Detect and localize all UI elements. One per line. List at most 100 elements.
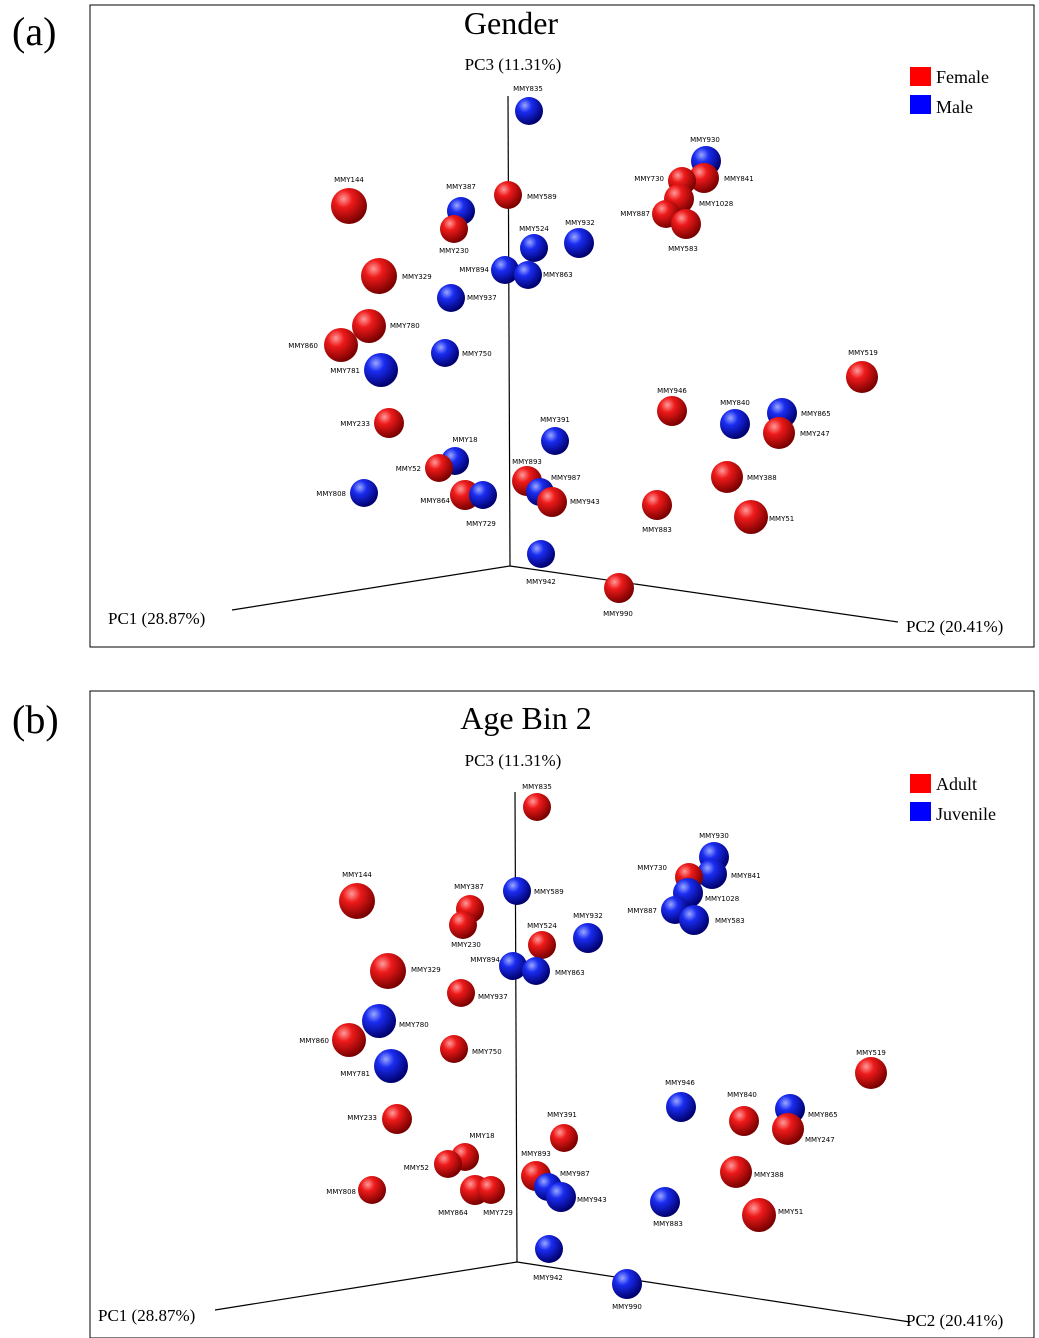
panel-a-point-mmy863 <box>514 261 542 289</box>
panel-b-label-mmy1028: MMY1028 <box>705 895 739 903</box>
panel-b-point-mmy841 <box>697 859 727 889</box>
panel-a-label-mmy930: MMY930 <box>690 136 720 144</box>
panel-a-label-mmy990: MMY990 <box>603 610 633 618</box>
panel-b-point-mmy840 <box>729 1106 759 1136</box>
panel-b-label-mmy52: MMY52 <box>404 1164 429 1172</box>
panel-a-point-mmy932 <box>564 228 594 258</box>
panel-b-point-mmy894 <box>499 952 527 980</box>
panel-b-label-mmy841: MMY841 <box>731 872 761 880</box>
panel-a-label-mmy987: MMY987 <box>551 474 581 482</box>
panel-a-point-mmy329 <box>361 258 397 294</box>
panel-a-point-mmy519 <box>846 361 878 393</box>
panel-b-point-mmy750 <box>440 1035 468 1063</box>
panel-a-label-mmy750: MMY750 <box>462 350 492 358</box>
panel-b-label-mmy388: MMY388 <box>754 1171 784 1179</box>
panel-a-label-mmy52: MMY52 <box>396 465 421 473</box>
panel-b-point-mmy388 <box>720 1156 752 1188</box>
panel-b-point-mmy519 <box>855 1057 887 1089</box>
panel-a-point-mmy835 <box>515 97 543 125</box>
panel-a-point-mmy729 <box>469 481 497 509</box>
panel-a-pc1-label: PC1 (28.87%) <box>108 609 205 628</box>
panel-b-label-mmy865: MMY865 <box>808 1111 838 1119</box>
panel-b-label-mmy781: MMY781 <box>340 1070 370 1078</box>
panel-b-label-mmy519: MMY519 <box>856 1049 886 1057</box>
panel-a-point-mmy942 <box>527 540 555 568</box>
panel-a-label-mmy391: MMY391 <box>540 416 570 424</box>
panel-a-label-mmy943: MMY943 <box>570 498 600 506</box>
panel-a-label-mmy942: MMY942 <box>526 578 556 586</box>
panel-a-legend-swatch-male <box>910 95 931 114</box>
panel-b-legend-adult: Adult <box>936 774 977 794</box>
panel-b-point-mmy883 <box>650 1187 680 1217</box>
panel-b-label-mmy729: MMY729 <box>483 1209 513 1217</box>
panel-b-point-mmy808 <box>358 1176 386 1204</box>
panel-b-label-mmy937: MMY937 <box>478 993 508 1001</box>
panel-b-pc3-label: PC3 (11.31%) <box>465 751 562 770</box>
panel-a-pc3-label: PC3 (11.31%) <box>465 55 562 74</box>
panel-a-point-mmy388 <box>711 461 743 493</box>
panel-a-point-mmy860 <box>324 328 358 362</box>
panel-b-label-mmy943: MMY943 <box>577 1196 607 1204</box>
panel-b-point-mmy144 <box>339 883 375 919</box>
panel-b-label-mmy51: MMY51 <box>778 1208 803 1216</box>
panel-b-legend-juvenile: Juvenile <box>936 804 996 824</box>
panel-b-label-mmy18: MMY18 <box>469 1132 494 1140</box>
panel-a-label-mmy729: MMY729 <box>466 520 496 528</box>
panel-b-label-mmy230: MMY230 <box>451 941 481 949</box>
panel-b-point-mmy230 <box>449 911 477 939</box>
panel-a-point-mmy750 <box>431 339 459 367</box>
panel-a-label-mmy893: MMY893 <box>512 458 542 466</box>
panel-a-label-mmy864: MMY864 <box>420 497 450 505</box>
panel-b-label-mmy840: MMY840 <box>727 1091 757 1099</box>
panel-a-point-mmy583 <box>671 209 701 239</box>
panel-a-legend-male: Male <box>936 97 973 117</box>
panel-b-point-mmy391 <box>550 1124 578 1152</box>
panel-a-label-mmy524: MMY524 <box>519 225 549 233</box>
panel-b-label-mmy750: MMY750 <box>472 1048 502 1056</box>
panel-b-point-mmy589 <box>503 877 531 905</box>
panel-a-label-mmy883: MMY883 <box>642 526 672 534</box>
panel-b-pc2-axis <box>516 1261 911 1323</box>
panel-a-label-mmy589: MMY589 <box>527 193 557 201</box>
panel-b-frame <box>89 690 1035 1338</box>
panel-a-label-mmy781: MMY781 <box>330 367 360 375</box>
panel-b-legend-swatch-juvenile <box>910 802 931 821</box>
panel-b-point-mmy247 <box>772 1113 804 1145</box>
panel-a-point-mmy391 <box>541 427 569 455</box>
panel-a-label-mmy860: MMY860 <box>288 342 318 350</box>
panel-a-pc3-axis <box>507 95 511 567</box>
panel-b-label-mmy589: MMY589 <box>534 888 564 896</box>
panel-b-point-mmy863 <box>522 957 550 985</box>
panel-b-label-mmy387: MMY387 <box>454 883 484 891</box>
panel-a-point-mmy144 <box>331 188 367 224</box>
panel-a-label-mmy388: MMY388 <box>747 474 777 482</box>
panel-b-point-mmy990 <box>612 1269 642 1299</box>
panel-a-point-mmy52 <box>425 454 453 482</box>
panel-b-label-mmy583: MMY583 <box>715 917 745 925</box>
panel-b-point-mmy233 <box>382 1104 412 1134</box>
panel-b-label-mmy930: MMY930 <box>699 832 729 840</box>
panel-b-point-mmy329 <box>370 953 406 989</box>
panel-a-point-mmy883 <box>642 490 672 520</box>
panel-a-point-mmy247 <box>763 417 795 449</box>
panel-b-label-mmy932: MMY932 <box>573 912 603 920</box>
panel-a-label-mmy329: MMY329 <box>402 273 432 281</box>
panel-b-point-mmy729 <box>477 1176 505 1204</box>
panel-a-point-mmy937 <box>437 284 465 312</box>
panel-a-label-mmy865: MMY865 <box>801 410 831 418</box>
panel-b-label-mmy990: MMY990 <box>612 1303 642 1311</box>
panel-a-label-mmy1028: MMY1028 <box>699 200 733 208</box>
panel-b-label-mmy860: MMY860 <box>299 1037 329 1045</box>
panel-a-frame <box>89 4 1035 648</box>
panel-b-point-mmy524 <box>528 931 556 959</box>
panel-b-points: MMY835 MMY144 MMY387 MMY589 MMY230 MMY524 MMY9… <box>299 783 887 1311</box>
panel-b-label-mmy863: MMY863 <box>555 969 585 977</box>
panel-b-point-mmy780 <box>362 1004 396 1038</box>
panel-a-label-mmy808: MMY808 <box>316 490 346 498</box>
panel-b-label-mmy987: MMY987 <box>560 1170 590 1178</box>
panel-b-point-mmy946 <box>666 1092 696 1122</box>
panel-a-label-mmy230: MMY230 <box>439 247 469 255</box>
panel-a-label-mmy583: MMY583 <box>668 245 698 253</box>
panel-a-point-mmy524 <box>520 234 548 262</box>
panel-b-label-mmy835: MMY835 <box>522 783 552 791</box>
